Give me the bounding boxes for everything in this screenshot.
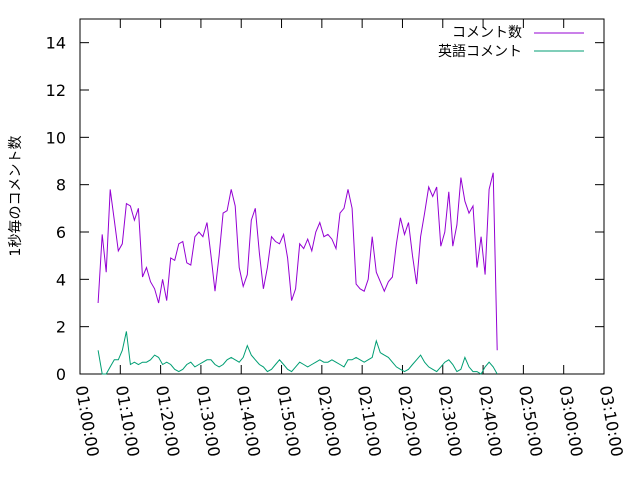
x-tick-label: 02:10:00 bbox=[354, 384, 385, 458]
x-tick-label: 02:40:00 bbox=[475, 384, 506, 458]
series-line-english-comments bbox=[97, 331, 498, 375]
x-tick-label: 01:50:00 bbox=[273, 384, 304, 458]
x-tick-label: 01:00:00 bbox=[72, 384, 103, 458]
x-tick-label: 02:50:00 bbox=[515, 384, 546, 458]
series-layer bbox=[97, 172, 498, 375]
x-tick-label: 02:30:00 bbox=[434, 384, 465, 458]
series-line-comments bbox=[97, 172, 498, 351]
y-tick-label: 6 bbox=[56, 223, 66, 242]
plot-area-frame bbox=[79, 18, 605, 375]
x-tick-label: 01:10:00 bbox=[112, 384, 143, 458]
y-axis: 0 2 4 6 8 10 12 14 bbox=[46, 34, 604, 384]
legend-label-comments: コメント数 bbox=[452, 25, 522, 41]
y-tick-label: 2 bbox=[56, 318, 66, 337]
y-tick-label: 4 bbox=[56, 270, 66, 289]
x-axis: 01:00:00 01:10:00 01:20:00 01:30:00 01:40:00… bbox=[72, 19, 627, 458]
x-tick-label: 01:40:00 bbox=[233, 384, 264, 458]
x-tick-label: 01:20:00 bbox=[152, 384, 183, 458]
x-tick-label: 03:10:00 bbox=[596, 384, 627, 458]
x-tick-label: 02:20:00 bbox=[394, 384, 425, 458]
x-tick-label: 03:00:00 bbox=[555, 384, 586, 458]
x-tick-label: 01:30:00 bbox=[193, 384, 224, 458]
y-tick-label: 12 bbox=[46, 81, 66, 100]
y-tick-label: 0 bbox=[56, 365, 66, 384]
y-axis-title: 1秒毎のコメント数 bbox=[8, 136, 24, 257]
x-tick-label: 02:00:00 bbox=[313, 384, 344, 458]
legend: コメント数 英語コメント bbox=[438, 25, 584, 60]
legend-label-english-comments: 英語コメント bbox=[438, 43, 522, 60]
y-tick-label: 14 bbox=[46, 34, 66, 53]
y-tick-label: 8 bbox=[56, 176, 66, 195]
y-tick-label: 10 bbox=[46, 128, 66, 147]
